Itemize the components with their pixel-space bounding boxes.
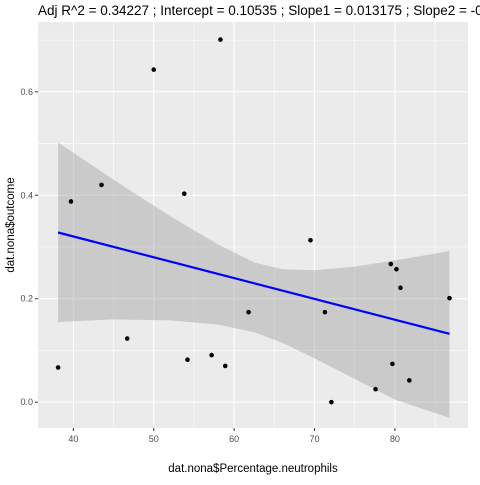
- data-point: [407, 378, 412, 383]
- data-point: [389, 262, 394, 267]
- x-tick-label: 60: [229, 434, 239, 444]
- x-tick-label: 40: [68, 434, 78, 444]
- data-point: [151, 67, 156, 72]
- data-point: [373, 387, 378, 392]
- data-point: [329, 400, 334, 405]
- y-tick-label: 0.4: [20, 190, 33, 200]
- data-point: [394, 267, 399, 272]
- data-point: [56, 365, 61, 370]
- data-point: [390, 362, 395, 367]
- data-point: [209, 353, 214, 358]
- data-point: [99, 183, 104, 188]
- data-point: [218, 37, 223, 42]
- x-axis-title: dat.nona$Percentage.neutrophils: [168, 463, 338, 475]
- y-tick-label: 0.2: [20, 294, 33, 304]
- y-axis-title: dat.nona$outcome: [5, 177, 17, 272]
- x-tick-label: 70: [309, 434, 319, 444]
- data-point: [182, 191, 187, 196]
- data-point: [223, 364, 228, 369]
- data-point: [398, 286, 403, 291]
- data-point: [308, 238, 313, 243]
- x-tick-label: 80: [390, 434, 400, 444]
- data-point: [185, 357, 190, 362]
- data-point: [125, 336, 130, 341]
- data-point: [69, 199, 74, 204]
- y-tick-label: 0.6: [20, 87, 33, 97]
- y-tick-label: 0.0: [20, 397, 33, 407]
- data-point: [447, 296, 452, 301]
- chart-title: Adj R^2 = 0.34227 ; Intercept = 0.10535 …: [38, 3, 480, 18]
- data-point: [246, 310, 251, 315]
- data-point: [323, 310, 328, 315]
- x-tick-label: 50: [149, 434, 159, 444]
